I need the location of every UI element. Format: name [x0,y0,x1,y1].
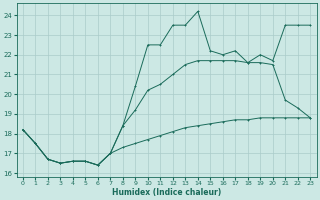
X-axis label: Humidex (Indice chaleur): Humidex (Indice chaleur) [112,188,221,197]
